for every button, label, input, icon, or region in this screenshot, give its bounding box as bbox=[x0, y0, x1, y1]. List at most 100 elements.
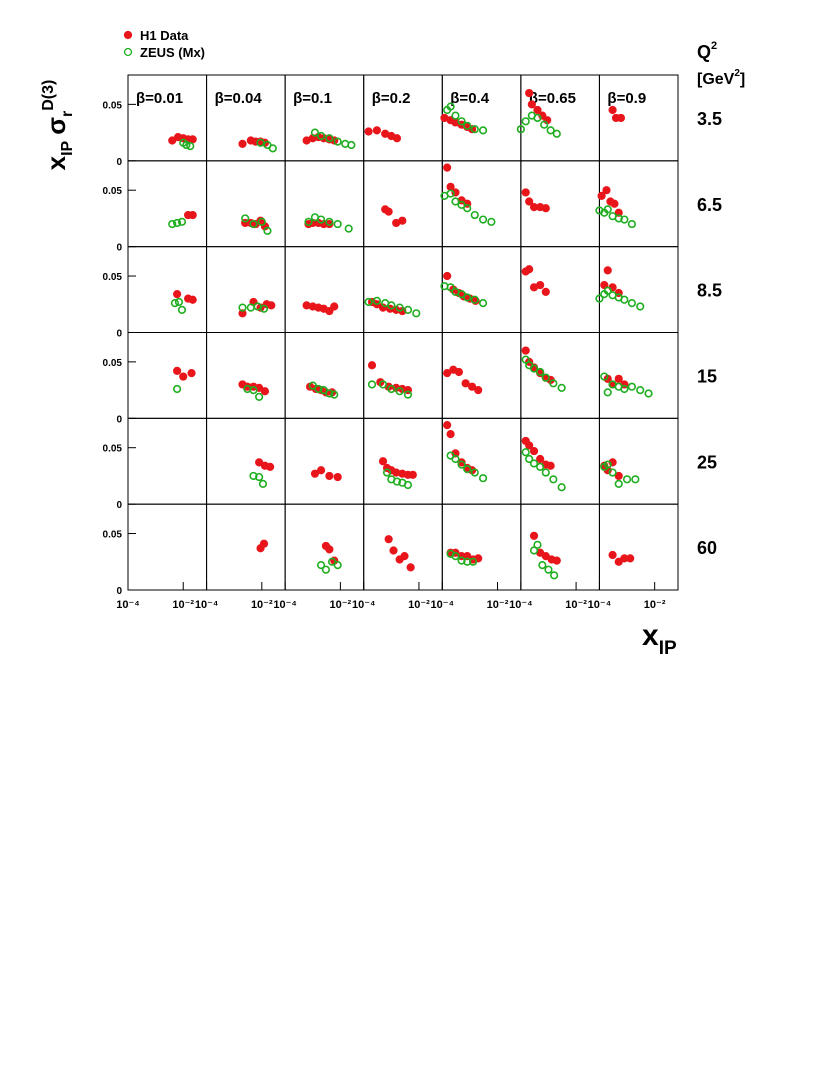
x-label-part: IP bbox=[659, 638, 677, 659]
h1-point bbox=[267, 301, 276, 310]
x-tick-label: 10⁻⁴ bbox=[588, 599, 611, 611]
zeus-point bbox=[403, 305, 413, 315]
legend-marker bbox=[123, 30, 133, 40]
h1-point bbox=[330, 302, 339, 311]
zeus-point bbox=[457, 117, 466, 126]
panel-frame bbox=[127, 160, 208, 248]
h1-point bbox=[408, 470, 417, 479]
h1-point bbox=[255, 458, 264, 467]
panel-frame bbox=[363, 417, 443, 505]
zeus-point bbox=[177, 305, 187, 315]
zeus-point bbox=[316, 215, 326, 224]
zeus-point bbox=[395, 387, 404, 396]
h1-point bbox=[260, 387, 270, 396]
zeus-point bbox=[470, 125, 479, 134]
zeus-point bbox=[544, 565, 553, 574]
h1-point bbox=[259, 539, 269, 548]
y-label-part: x bbox=[41, 155, 71, 170]
x-axis-label: xIP bbox=[642, 619, 677, 659]
h1-point bbox=[536, 454, 545, 464]
row-label: 25 bbox=[697, 452, 717, 472]
h1-point bbox=[389, 546, 398, 555]
zeus-point bbox=[325, 217, 334, 226]
zeus-point bbox=[382, 468, 392, 477]
h1-point bbox=[463, 552, 472, 561]
zeus-point bbox=[463, 204, 472, 213]
panel-frame bbox=[206, 74, 286, 162]
y-tick-label: 0 bbox=[116, 586, 122, 597]
zeus-point bbox=[249, 219, 258, 229]
zeus-point bbox=[177, 217, 187, 226]
h1-point bbox=[626, 554, 635, 563]
column-label: β=0.4 bbox=[450, 90, 489, 107]
zeus-point bbox=[319, 385, 328, 395]
h1-point bbox=[546, 461, 555, 470]
zeus-point bbox=[487, 217, 496, 226]
zeus-point bbox=[241, 214, 250, 223]
row-title-part: Q bbox=[697, 42, 711, 62]
zeus-point bbox=[403, 390, 413, 399]
h1-point bbox=[168, 136, 177, 145]
row-label: 8.5 bbox=[697, 281, 722, 301]
zeus-point bbox=[631, 475, 640, 484]
column-label: β=0.01 bbox=[136, 90, 183, 107]
h1-point bbox=[443, 271, 452, 281]
h1-point bbox=[173, 290, 182, 299]
x-tick-label: 10⁻⁴ bbox=[195, 599, 218, 611]
h1-point bbox=[529, 446, 539, 456]
h1-point bbox=[454, 367, 464, 377]
x-tick-label: 10⁻² bbox=[330, 599, 352, 611]
h1-point bbox=[378, 457, 388, 466]
h1-point bbox=[600, 280, 609, 290]
h1-point bbox=[443, 421, 452, 430]
zeus-point bbox=[463, 465, 472, 474]
zeus-point bbox=[173, 384, 182, 394]
zeus-point bbox=[636, 385, 645, 395]
y-tick-label: 0.05 bbox=[103, 358, 123, 369]
zeus-point bbox=[446, 283, 455, 292]
zeus-point bbox=[470, 468, 479, 477]
zeus-point bbox=[258, 479, 268, 488]
h1-point bbox=[467, 382, 477, 391]
h1-point bbox=[188, 295, 197, 304]
legend-label: ZEUS (Mx) bbox=[140, 45, 205, 60]
zeus-point bbox=[372, 296, 381, 305]
zeus-point bbox=[546, 126, 555, 135]
zeus-point bbox=[600, 372, 609, 381]
zeus-point bbox=[470, 295, 479, 304]
h1-point bbox=[238, 309, 247, 318]
row-title-part: [GeV bbox=[697, 71, 735, 88]
zeus-point bbox=[182, 140, 191, 150]
x-tick-label: 10⁻² bbox=[644, 599, 666, 611]
h1-point bbox=[521, 188, 530, 197]
zeus-point bbox=[627, 219, 637, 229]
x-tick-label: 10⁻² bbox=[565, 599, 587, 611]
row-title: [GeV2] bbox=[697, 68, 745, 88]
y-tick-label: 0 bbox=[116, 243, 122, 254]
zeus-point bbox=[174, 297, 184, 307]
zeus-point bbox=[451, 197, 460, 206]
zeus-point bbox=[168, 219, 177, 229]
zeus-point bbox=[478, 126, 488, 135]
panel-frame bbox=[206, 160, 286, 248]
panel-frame bbox=[284, 246, 365, 334]
h1-point bbox=[536, 280, 545, 290]
zeus-point bbox=[603, 286, 612, 295]
h1-point bbox=[392, 134, 402, 143]
h1-point bbox=[597, 191, 606, 200]
panel-frame bbox=[363, 332, 443, 419]
zeus-point bbox=[525, 454, 534, 464]
zeus-point bbox=[257, 217, 266, 226]
h1-point bbox=[384, 535, 393, 544]
y-tick-label: 0.05 bbox=[103, 100, 123, 111]
zeus-point bbox=[478, 215, 488, 224]
y-axis-label: xIP σrD(3) bbox=[40, 80, 76, 171]
zeus-point bbox=[627, 382, 637, 391]
zeus-point bbox=[321, 565, 331, 574]
zeus-point bbox=[308, 381, 317, 390]
h1-point bbox=[325, 471, 334, 481]
zeus-point bbox=[263, 226, 272, 235]
y-tick-label: 0 bbox=[116, 329, 122, 340]
